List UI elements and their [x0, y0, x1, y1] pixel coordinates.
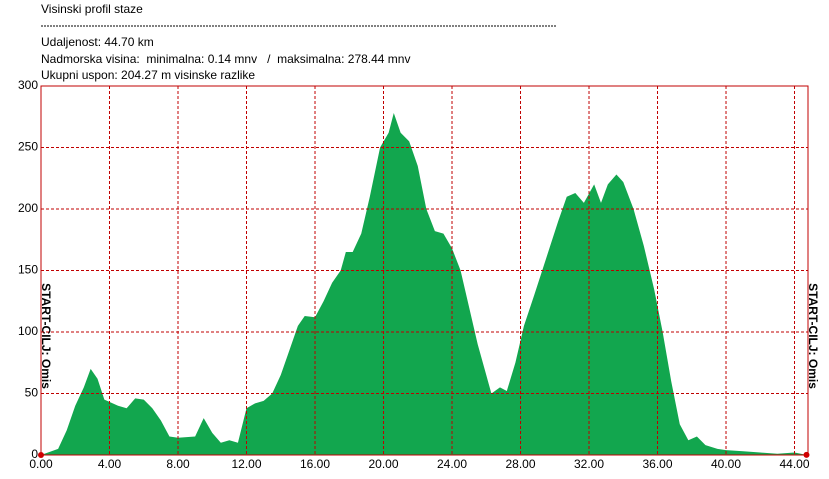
x-tick-label: 0.00 — [29, 457, 53, 471]
y-tick-label: 0 — [31, 447, 38, 461]
x-tick-label: 40.00 — [711, 457, 741, 471]
title: Visinski profil staze — [41, 2, 143, 16]
y-tick-label: 100 — [18, 324, 38, 338]
endpoint — [38, 452, 44, 458]
x-tick-label: 28.00 — [505, 457, 535, 471]
elevation-area — [41, 113, 807, 455]
y-tick-label: 200 — [18, 201, 38, 215]
x-tick-label: 32.00 — [574, 457, 604, 471]
x-tick-label: 20.00 — [368, 457, 398, 471]
x-tick-label: 24.00 — [437, 457, 467, 471]
x-tick-label: 16.00 — [300, 457, 330, 471]
plot-border — [40, 85, 809, 456]
y-tick-label: 300 — [18, 78, 38, 92]
side-label-right: START-CILJ: Omis — [806, 283, 820, 389]
x-tick-label: 4.00 — [98, 457, 122, 471]
side-label-left: START-CILJ: Omis — [39, 283, 53, 389]
ascent: Ukupni uspon: 204.27 m visinske razlike — [41, 68, 255, 82]
distance: Udaljenost: 44.70 km — [41, 35, 154, 49]
x-tick-label: 8.00 — [166, 457, 190, 471]
x-tick-label: 44.00 — [779, 457, 809, 471]
y-tick-label: 250 — [18, 140, 38, 154]
y-tick-label: 50 — [25, 386, 39, 400]
x-tick-label: 12.00 — [231, 457, 261, 471]
endpoint — [803, 451, 810, 458]
elevation: Nadmorska visina: minimalna: 0.14 mnv / … — [41, 52, 410, 66]
x-tick-label: 36.00 — [642, 457, 672, 471]
y-tick-label: 150 — [18, 263, 38, 277]
